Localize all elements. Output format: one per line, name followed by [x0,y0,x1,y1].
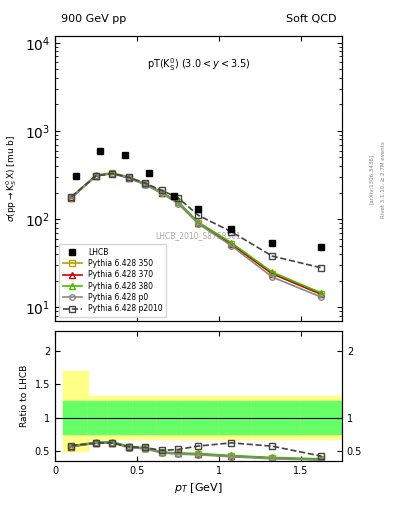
Y-axis label: $\sigma(\mathsf{pp}{\rightarrow}\mathsf{K}^0_S\,\mathsf{X})$ [mu b]: $\sigma(\mathsf{pp}{\rightarrow}\mathsf{… [4,135,19,222]
Text: LHCB_2010_S8758301: LHCB_2010_S8758301 [156,231,241,240]
X-axis label: $p_T$ [GeV]: $p_T$ [GeV] [174,481,223,495]
Text: Rivet 3.1.10, ≥ 2.7M events: Rivet 3.1.10, ≥ 2.7M events [381,141,386,218]
Legend: LHCB, Pythia 6.428 350, Pythia 6.428 370, Pythia 6.428 380, Pythia 6.428 p0, Pyt: LHCB, Pythia 6.428 350, Pythia 6.428 370… [59,244,166,317]
Text: $\mathsf{pT(K^0_S)}\ (3.0 < y < 3.5)$: $\mathsf{pT(K^0_S)}\ (3.0 < y < 3.5)$ [147,56,250,73]
Text: 900 GeV pp: 900 GeV pp [61,14,126,25]
Text: [arXiv:1306.3436]: [arXiv:1306.3436] [369,154,374,204]
Y-axis label: Ratio to LHCB: Ratio to LHCB [20,365,29,427]
Text: Soft QCD: Soft QCD [286,14,336,25]
